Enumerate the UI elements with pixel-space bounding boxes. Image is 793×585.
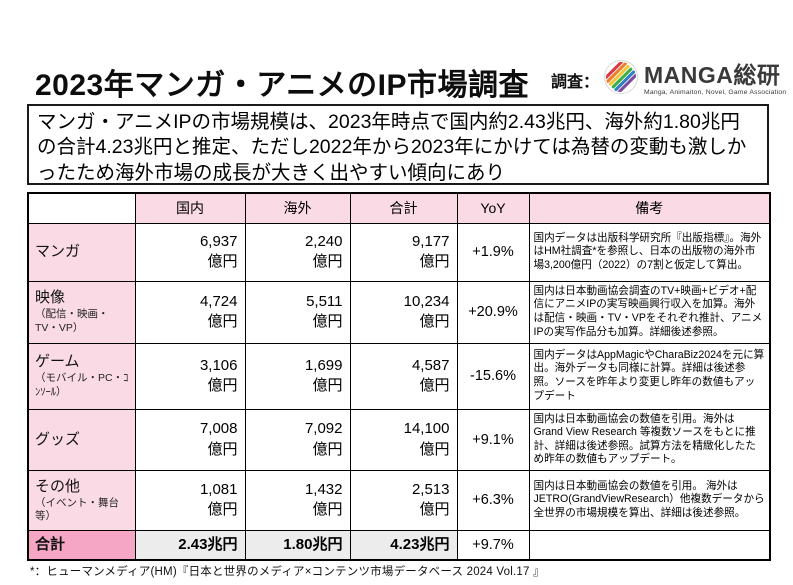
row-label: その他 （イベント・舞台等） [27, 469, 136, 531]
row-label-sub: （イベント・舞台等） [35, 496, 119, 522]
market-table: 国内 海外 合計 YoY 備考 マンガ 6,937 億円 2,240 億円 [27, 192, 771, 562]
rainbow-circle-icon [603, 59, 639, 100]
row-label: 映像 （配信・映画・TV・VP） [27, 280, 136, 344]
table-row-goods: グッズ 7,008 億円 7,092 億円 14,100 億円 +9.1% 国内… [27, 408, 771, 471]
col-header-domestic: 国内 [134, 192, 246, 224]
logo-subtitle: Manga, Animaiton, Novel, Game Associatio… [644, 88, 787, 96]
row-label-text: 映像 [35, 289, 66, 307]
col-header-yoy: YoY [456, 192, 530, 224]
row-label-sub: （配信・映画・TV・VP） [35, 308, 109, 334]
cell-total: 4.23兆円 [349, 529, 458, 561]
cell-total: 14,100 億円 [349, 408, 458, 471]
cell-remarks: 国内は日本動画協会の数値を引用。海外は Grand View Research … [528, 408, 771, 471]
cell-yoy: +6.3% [456, 469, 530, 531]
cell-domestic: 6,937 億円 [134, 222, 246, 282]
cell-remarks: 国内は日本動画協会調査のTV+映画+ビデオ+配信にアニメIPの実写映画興行収入を… [528, 280, 771, 344]
cell-domestic: 2.43兆円 [134, 529, 246, 561]
logo-text: MANGA総研 Manga, Animaiton, Novel, Game As… [644, 61, 787, 96]
row-label: グッズ [27, 408, 136, 471]
cell-domestic: 1,081 億円 [134, 469, 246, 531]
table-row-video: 映像 （配信・映画・TV・VP） 4,724 億円 5,511 億円 10,23… [27, 280, 771, 344]
cell-yoy: +9.7% [456, 529, 530, 561]
col-header-overseas: 海外 [244, 192, 351, 224]
cell-remarks [528, 529, 771, 561]
cell-remarks: 国内データはAppMagicやCharaBiz2024を元に算出。海外データも同… [528, 342, 771, 410]
cell-remarks: 国内は日本動画協会の数値を引用。 海外はJETRO(GrandViewResea… [528, 469, 771, 531]
cell-total: 4,587 億円 [349, 342, 458, 410]
cell-domestic: 3,106 億円 [134, 342, 246, 410]
cell-yoy: +9.1% [456, 408, 530, 471]
row-label-text: 合計 [35, 535, 66, 553]
market-table-wrap: 国内 海外 合計 YoY 備考 マンガ 6,937 億円 2,240 億円 [27, 192, 771, 562]
table-header-row: 国内 海外 合計 YoY 備考 [27, 192, 771, 224]
survey-credit: 調査： [551, 59, 786, 100]
manga-souken-logo: MANGA総研 Manga, Animaiton, Novel, Game As… [603, 59, 786, 100]
summary-box: マンガ・アニメIPの市場規模は、2023年時点で国内約2.43兆円、海外約1.8… [27, 104, 769, 185]
cell-yoy: +20.9% [456, 280, 530, 344]
table-row-other: その他 （イベント・舞台等） 1,081 億円 1,432 億円 2,513 億… [27, 469, 771, 531]
cell-yoy: -15.6% [456, 342, 530, 410]
col-header-blank [27, 192, 136, 224]
row-label: ゲーム （モバイル・PC・ｺﾝｿｰﾙ） [27, 342, 136, 410]
cell-domestic: 7,008 億円 [134, 408, 246, 471]
row-label-text: ゲーム [35, 353, 80, 371]
cell-overseas: 2,240 億円 [244, 222, 351, 282]
cell-total: 10,234 億円 [349, 280, 458, 344]
cell-yoy: +1.9% [456, 222, 530, 282]
table-row-manga: マンガ 6,937 億円 2,240 億円 9,177 億円 +1.9% 国内デ… [27, 222, 771, 282]
page-title: 2023年マンガ・アニメのIP市場調査 [35, 69, 529, 102]
cell-overseas: 5,511 億円 [244, 280, 351, 344]
source-footnote: *：ヒューマンメディア(HM)『日本と世界のメディア×コンテンツ市場データベース… [30, 566, 545, 578]
header: 2023年マンガ・アニメのIP市場調査 調査： [35, 50, 786, 102]
cell-remarks: 国内データは出版科学研究所『出版指標』。海外はHM社調査*を参照し、日本の出版物… [528, 222, 771, 282]
row-label-text: マンガ [35, 243, 81, 260]
row-label: マンガ [27, 222, 136, 282]
cell-overseas: 1,432 億円 [244, 469, 351, 531]
cell-total: 9,177 億円 [349, 222, 458, 282]
col-header-remarks: 備考 [528, 192, 771, 224]
row-label: 合計 [27, 529, 136, 561]
table-row-game: ゲーム （モバイル・PC・ｺﾝｿｰﾙ） 3,106 億円 1,699 億円 4,… [27, 342, 771, 410]
col-header-total: 合計 [349, 192, 458, 224]
row-label-text: その他 [35, 477, 81, 495]
survey-label: 調査： [550, 73, 599, 91]
row-label-sub: （モバイル・PC・ｺﾝｿｰﾙ） [35, 372, 129, 398]
cell-domestic: 4,724 億円 [134, 280, 246, 344]
table-row-grand-total: 合計 2.43兆円 1.80兆円 4.23兆円 +9.7% [27, 529, 771, 561]
cell-overseas: 1,699 億円 [244, 342, 351, 410]
row-label-text: グッズ [35, 430, 81, 448]
cell-total: 2,513 億円 [349, 469, 458, 531]
logo-name: MANGA総研 [644, 61, 781, 88]
cell-overseas: 7,092 億円 [244, 408, 351, 471]
cell-overseas: 1.80兆円 [244, 529, 351, 561]
